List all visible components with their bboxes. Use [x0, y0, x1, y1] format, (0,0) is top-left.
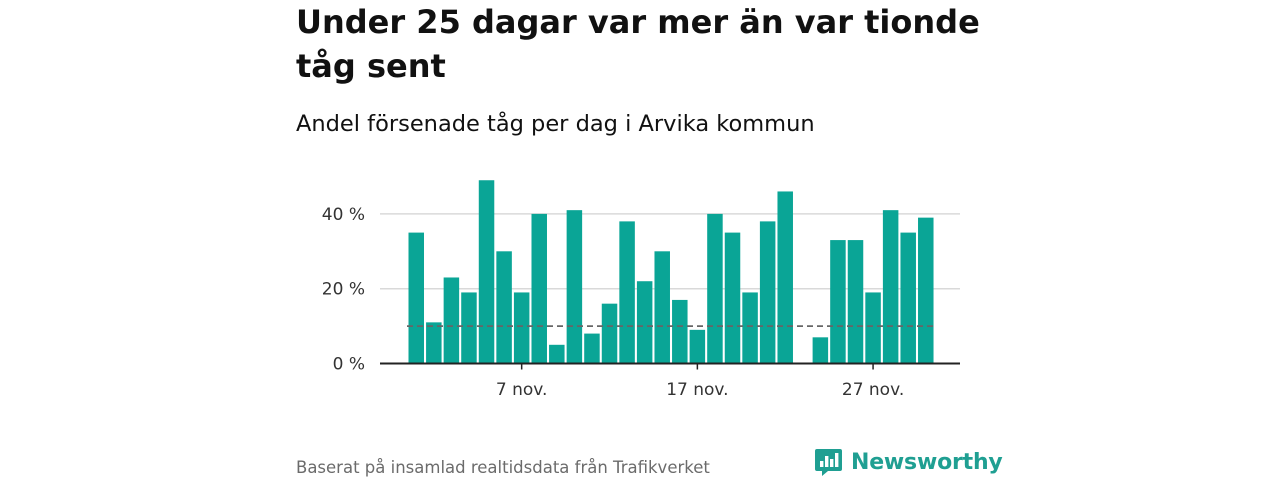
x-tick-label: 27 nov. — [842, 380, 904, 400]
bar — [654, 251, 670, 364]
bar — [742, 292, 758, 364]
gridlines — [380, 213, 960, 290]
newsworthy-logo: Newsworthy — [815, 446, 1003, 478]
bar — [601, 303, 618, 364]
bar — [777, 191, 793, 364]
bar — [408, 232, 424, 364]
bar — [496, 251, 512, 364]
brand-name: Newsworthy — [851, 449, 1003, 475]
bar — [724, 232, 741, 364]
x-axis — [380, 362, 960, 370]
y-tick-label: 40 % — [322, 205, 365, 225]
bar-chart-speech-bubble-icon — [815, 449, 842, 476]
x-axis-tick-labels: 7 nov. 17 nov. 27 nov. — [496, 380, 904, 400]
bar — [759, 221, 776, 364]
bar — [461, 292, 477, 364]
bar — [707, 213, 723, 364]
y-tick-label: 0 % — [333, 355, 365, 375]
bar — [443, 277, 460, 364]
y-axis-tick-labels: 0 % 20 % 40 % — [322, 205, 365, 375]
bar — [882, 210, 899, 364]
bar — [830, 240, 846, 364]
bar — [478, 180, 495, 364]
bar — [566, 210, 583, 364]
y-tick-label: 20 % — [322, 280, 365, 300]
bar — [619, 221, 635, 364]
x-tick-label: 7 nov. — [496, 380, 548, 400]
x-tick-label: 17 nov. — [666, 380, 728, 400]
bar — [900, 232, 916, 364]
chart-subtitle: Andel försenade tåg per dag i Arvika kom… — [296, 111, 815, 137]
bar — [531, 213, 547, 364]
bar — [513, 292, 530, 364]
bar — [689, 329, 706, 364]
bar — [584, 333, 600, 364]
bar — [865, 292, 881, 364]
bar — [812, 337, 829, 364]
bar — [636, 281, 653, 364]
bar — [549, 344, 565, 364]
bars — [408, 180, 934, 364]
bar — [918, 217, 934, 364]
bar — [426, 322, 442, 364]
source-note: Baserat på insamlad realtidsdata från Tr… — [296, 458, 710, 477]
chart-title: Under 25 dagar var mer än var tionde tåg… — [296, 3, 980, 85]
bar — [847, 240, 864, 364]
bar — [672, 299, 688, 364]
